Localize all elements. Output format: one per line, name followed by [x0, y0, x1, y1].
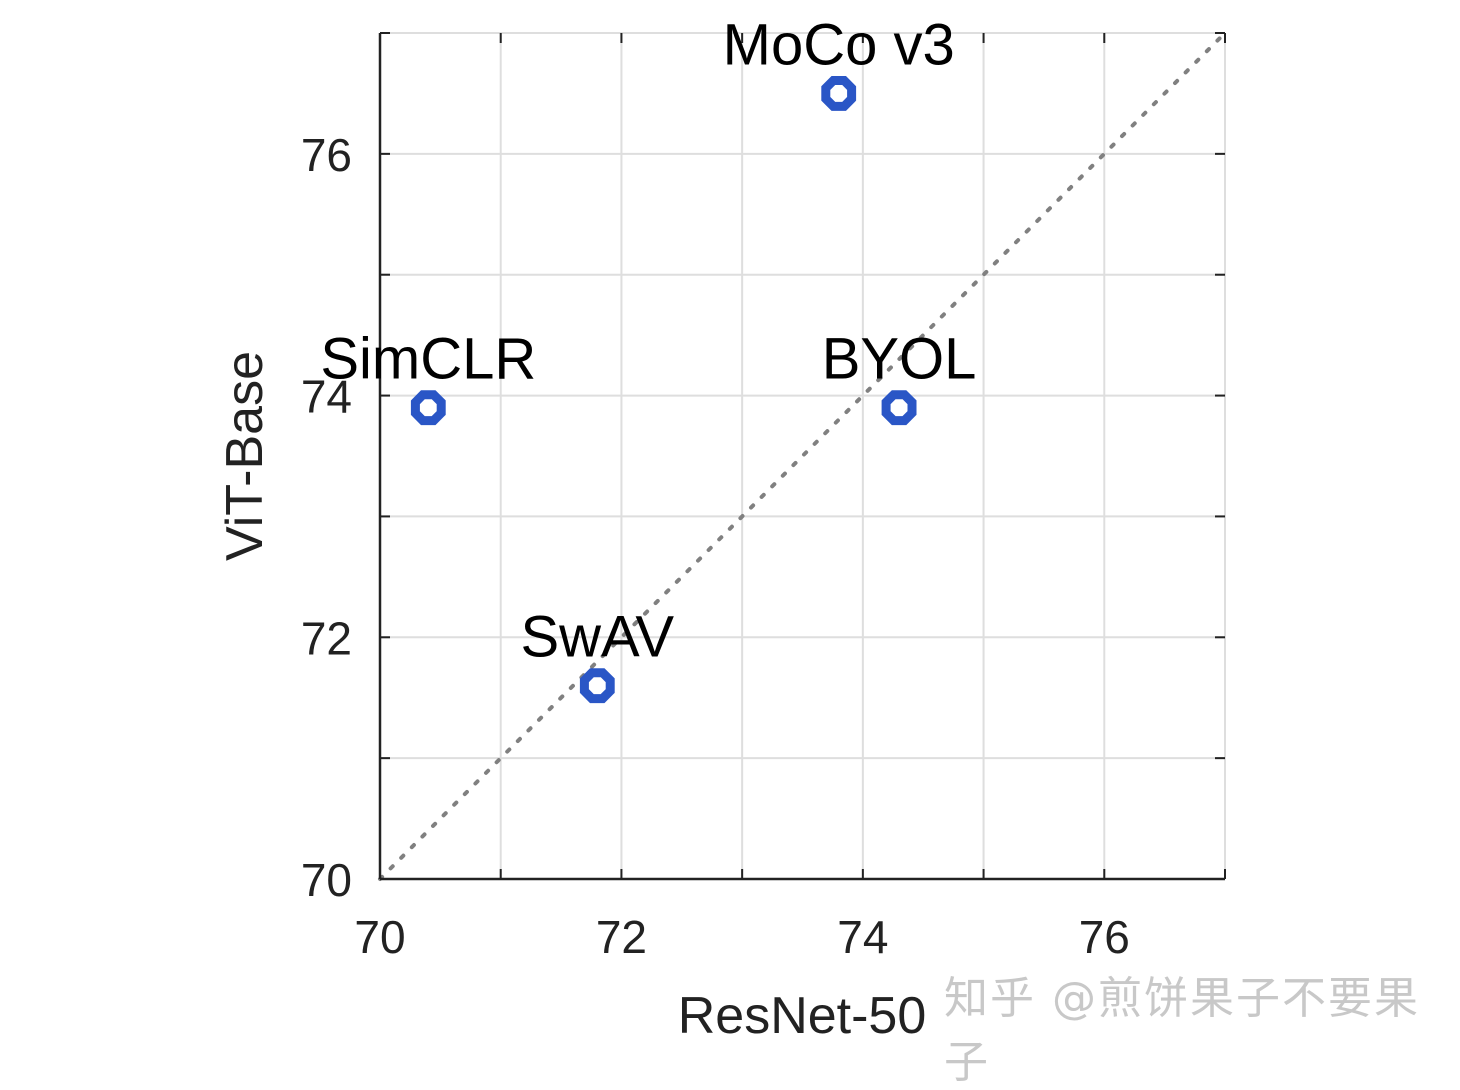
- tick-labels: 70 72 74 76 70 72 74 76: [301, 129, 1130, 963]
- watermark: 知乎 @煎饼果子不要果子: [944, 973, 1420, 1088]
- data-point-label: SimCLR: [320, 327, 536, 392]
- y-tick-label: 72: [301, 612, 352, 664]
- y-tick-label: 76: [301, 129, 352, 181]
- scatter-chart: 70 72 74 76 70 72 74 76 MoCo v3 SimCLR BYOL SwAV R…: [216, 12, 1227, 1045]
- y-axis-label: ViT-Base: [216, 351, 274, 561]
- data-point-marker: [579, 668, 615, 704]
- x-tick-label: 76: [1079, 911, 1130, 963]
- grid: [379, 32, 1226, 880]
- data-points: MoCo v3 SimCLR BYOL SwAV: [320, 12, 977, 704]
- data-point-label: BYOL: [822, 327, 977, 392]
- x-tick-label: 70: [354, 911, 405, 963]
- data-point-label: MoCo v3: [723, 12, 955, 77]
- y-tick-label: 74: [301, 371, 352, 423]
- y-tick-label: 70: [301, 854, 352, 906]
- data-point-marker: [881, 390, 917, 426]
- x-tick-label: 72: [596, 911, 647, 963]
- data-point-marker: [410, 390, 446, 426]
- x-tick-label: 74: [837, 911, 888, 963]
- diagonal-reference-line: [378, 31, 1227, 881]
- data-point-label: SwAV: [520, 605, 674, 670]
- data-point-marker: [821, 76, 857, 111]
- x-axis-label: ResNet-50: [678, 987, 927, 1045]
- axes: [378, 32, 1226, 881]
